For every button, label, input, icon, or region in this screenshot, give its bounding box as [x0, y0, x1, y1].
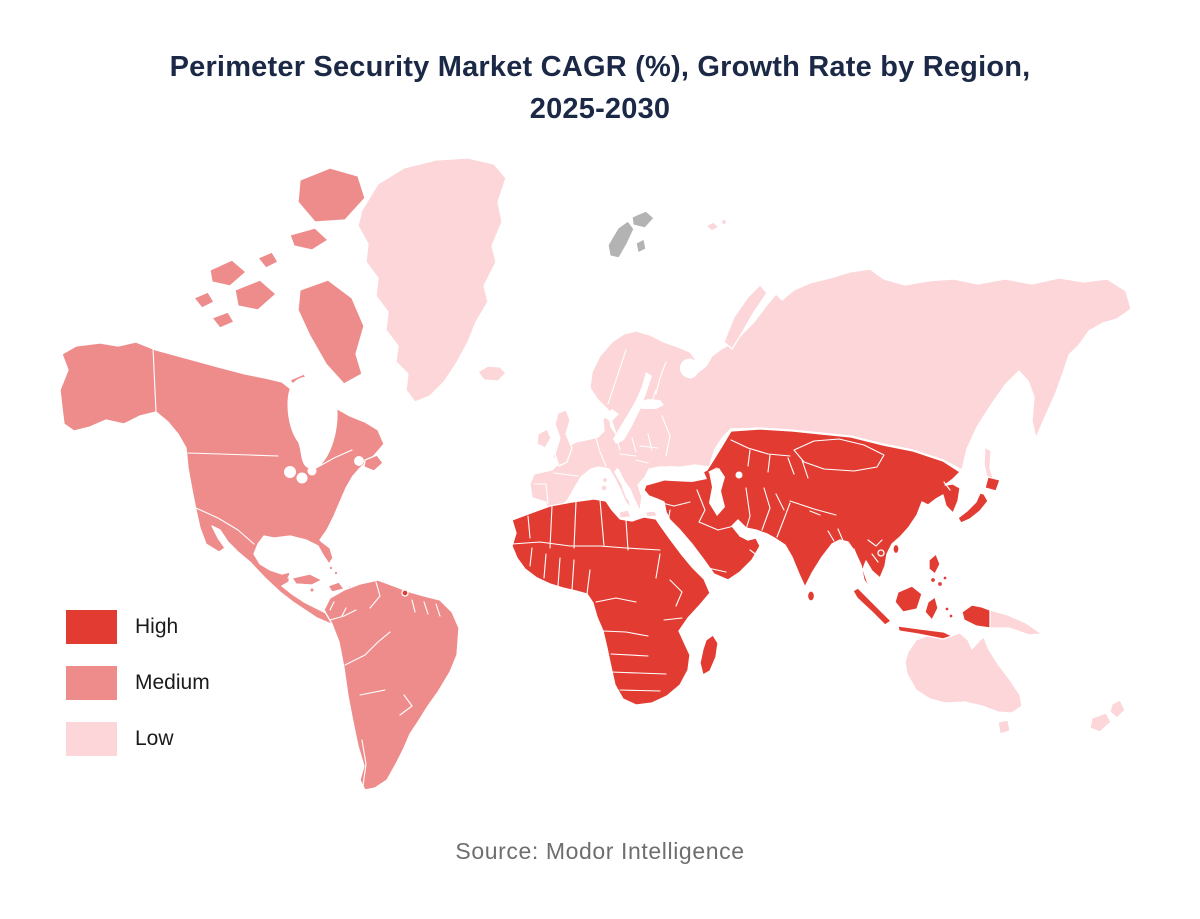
world-map — [60, 150, 1140, 810]
water-overlays — [284, 358, 743, 516]
legend-label-low: Low — [135, 727, 174, 750]
baltic-sea — [613, 372, 652, 444]
great-lake-2 — [296, 472, 308, 484]
legend-item-low: Low — [66, 722, 210, 756]
legend-item-medium: Medium — [66, 666, 210, 700]
region-svalbard-edge — [635, 238, 647, 254]
region-franz-josef-land — [705, 221, 720, 232]
world-map-svg — [60, 157, 1132, 791]
region-svalbard-northeast — [631, 210, 655, 229]
legend-item-high: High — [66, 610, 210, 644]
gulf-of-finland — [634, 399, 664, 409]
region-moluccas-1 — [944, 606, 950, 612]
region-moluccas-2 — [948, 613, 954, 619]
region-philippines-island-3 — [942, 575, 948, 581]
hudson-bay — [287, 376, 338, 470]
black-sea — [648, 466, 707, 482]
great-lake-1 — [284, 466, 296, 478]
region-taiwan — [892, 543, 900, 555]
region-new-zealand-north — [1109, 699, 1126, 719]
region-ellesmere-island — [297, 167, 366, 223]
region-north-america — [60, 341, 385, 639]
region-devon-island — [289, 227, 329, 251]
region-philippines-luzon — [928, 553, 941, 575]
legend-label-medium: Medium — [135, 671, 210, 694]
caspian-sea — [709, 468, 725, 516]
region-great-britain — [554, 409, 573, 467]
region-philippines-island-1 — [929, 576, 937, 584]
region-hainan — [877, 549, 885, 557]
region-crete — [644, 510, 658, 518]
legend-swatch-low — [66, 722, 117, 756]
regions-no-data — [607, 210, 655, 259]
region-sri-lanka — [806, 590, 816, 602]
borders-asia — [657, 439, 951, 573]
region-arctic-islet-3 — [211, 311, 235, 329]
region-sumatra — [852, 587, 892, 626]
region-novaya-zemlya — [723, 284, 768, 350]
region-corsica — [601, 476, 609, 484]
white-sea — [680, 358, 699, 379]
region-australia — [904, 632, 1023, 714]
chart-title-line1: Perimeter Security Market CAGR (%), Grow… — [169, 51, 1031, 83]
regions-low — [357, 157, 1132, 735]
region-victoria-island — [234, 279, 277, 311]
borders-north-america — [152, 347, 353, 617]
region-bahamas-1 — [328, 565, 334, 571]
region-franz-josef-island — [720, 218, 728, 226]
region-new-zealand-south — [1089, 712, 1112, 733]
region-baffin-island — [297, 279, 365, 385]
map-legend: High Medium Low — [66, 610, 210, 756]
borders-africa — [511, 499, 683, 692]
region-tasmania — [997, 719, 1011, 735]
region-svalbard-main — [607, 220, 635, 259]
region-japan-hokkaido — [984, 476, 1001, 492]
region-bahamas-2 — [333, 570, 339, 576]
region-papua-new-guinea — [989, 609, 1043, 636]
country-borders — [152, 347, 951, 787]
regions-high — [401, 428, 1001, 706]
region-philippines-island-2 — [936, 580, 944, 588]
region-borneo — [894, 585, 923, 613]
border-mongolia — [793, 438, 885, 472]
legend-swatch-high — [66, 610, 117, 644]
chart-title: Perimeter Security Market CAGR (%), Grow… — [0, 46, 1200, 130]
great-lake-3 — [307, 466, 317, 476]
region-trinidad — [401, 589, 409, 597]
region-banks-island — [209, 259, 247, 287]
region-sulawesi — [924, 596, 939, 621]
chart-title-line2: 2025-2030 — [529, 93, 671, 126]
region-newfoundland — [363, 454, 384, 472]
borders-south-america — [329, 581, 441, 787]
region-ireland — [536, 428, 552, 449]
gulf-of-st-lawrence — [354, 456, 364, 466]
region-hispaniola — [327, 581, 345, 593]
skagerrak — [603, 409, 619, 422]
region-west-new-guinea — [961, 604, 991, 629]
adriatic-sea — [614, 468, 632, 504]
region-sardinia — [600, 484, 608, 492]
legend-label-high: High — [135, 615, 179, 638]
source-attribution: Source: Modor Intelligence — [455, 838, 745, 864]
region-europe-russia — [529, 268, 1132, 514]
region-java — [897, 625, 953, 640]
region-jamaica — [309, 587, 315, 593]
legend-swatch-medium — [66, 666, 117, 700]
region-iceland — [477, 365, 507, 382]
borders-europe — [533, 349, 671, 505]
aral-sea — [735, 471, 743, 479]
region-arctic-islet-1 — [193, 291, 215, 309]
region-sicily — [618, 509, 632, 519]
region-greenland — [357, 157, 507, 403]
region-africa — [511, 498, 711, 706]
region-japan-honshu — [957, 492, 989, 524]
region-arctic-islet-2 — [257, 251, 279, 269]
islands-over-water — [363, 454, 384, 472]
region-cuba — [291, 573, 323, 586]
region-madagascar — [699, 634, 719, 676]
region-south-america — [323, 579, 460, 791]
